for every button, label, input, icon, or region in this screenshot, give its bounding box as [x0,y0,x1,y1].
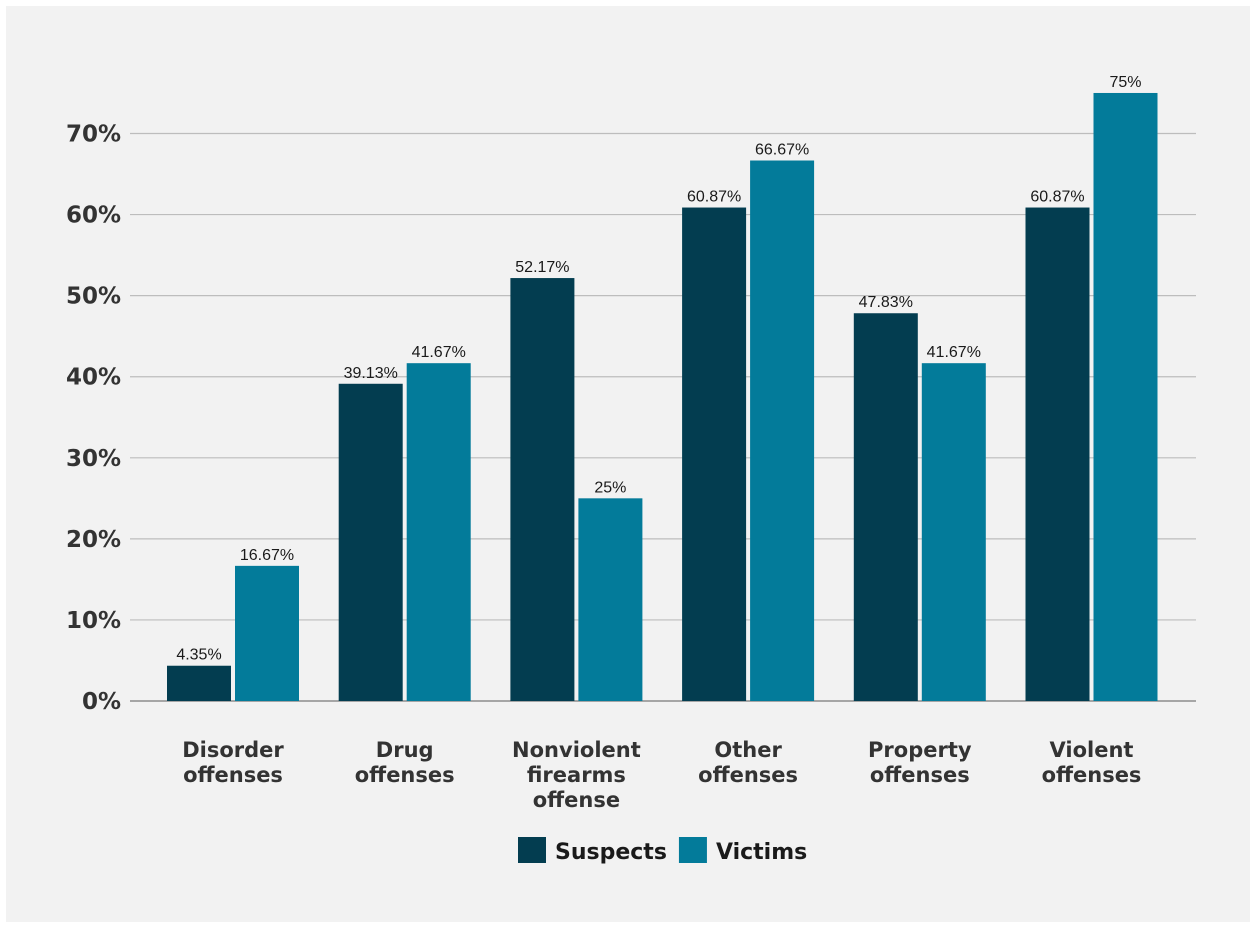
data-label: 60.87% [687,189,741,206]
x-category-label: Nonviolent [512,738,641,762]
y-tick-label: 70% [66,122,121,148]
data-label: 25% [594,479,626,496]
data-label: 66.67% [755,142,809,159]
data-label: 47.83% [859,294,913,311]
chart-background: 0% 10% 20% 30% 40% 50% 60% 70% 4.35% 16.67% 39.13… [6,6,1250,922]
x-category-label: Drug [376,738,434,762]
legend: Suspects Victims [518,837,807,865]
bar-victims [406,363,471,701]
data-labels: 4.35% 16.67% 39.13% 41.67% 52.17% 25% 60.87% 66… [176,74,1141,664]
x-category-label: offense [533,788,620,812]
data-label: 60.87% [1030,189,1084,206]
x-category-label: offenses [183,763,283,787]
legend-swatch-victims [678,837,707,863]
x-category-label: Violent [1050,738,1134,762]
legend-label-victims: Victims [716,840,807,865]
y-tick-label: 60% [66,203,121,229]
data-label: 52.17% [515,259,569,276]
gridlines [130,132,1196,702]
bar-suspects [853,313,918,701]
bar-chart: 0% 10% 20% 30% 40% 50% 60% 70% 4.35% 16.67% 39.13… [66,74,1196,865]
bar-suspects [510,278,575,701]
y-tick-label: 30% [66,446,121,472]
data-label: 39.13% [344,365,398,382]
bar-suspects [1025,207,1090,701]
x-category-label: Other [714,738,782,762]
y-tick-label: 10% [66,608,121,634]
x-category-label: offenses [355,763,455,787]
bar-suspects [338,383,403,701]
data-label: 41.67% [412,344,466,361]
x-category-label: Property [868,738,972,762]
legend-swatch-suspects [518,837,546,863]
x-category-label: offenses [698,763,798,787]
bar-suspects [682,207,747,701]
bar-victims [750,160,815,701]
data-label: 4.35% [176,647,221,664]
data-label: 16.67% [240,547,294,564]
bar-victims [921,363,986,701]
legend-label-suspects: Suspects [555,840,667,865]
x-category-label: firearms [527,763,626,787]
y-axis: 0% 10% 20% 30% 40% 50% 60% 70% [66,122,121,715]
bar-victims [1093,92,1158,702]
bars [167,92,1158,702]
x-axis: DisorderoffensesDrugoffensesNonviolentfi… [182,738,1141,812]
bar-suspects [167,665,231,701]
x-category-label: offenses [1042,763,1142,787]
data-label: 41.67% [927,344,981,361]
x-category-label: offenses [870,763,970,787]
y-tick-label: 40% [66,365,121,391]
y-tick-label: 20% [66,527,121,553]
bar-victims [578,498,643,701]
y-tick-label: 50% [66,284,121,310]
bar-victims [235,565,299,701]
data-label: 75% [1109,74,1141,91]
x-category-label: Disorder [182,738,284,762]
y-tick-label: 0% [82,689,121,715]
